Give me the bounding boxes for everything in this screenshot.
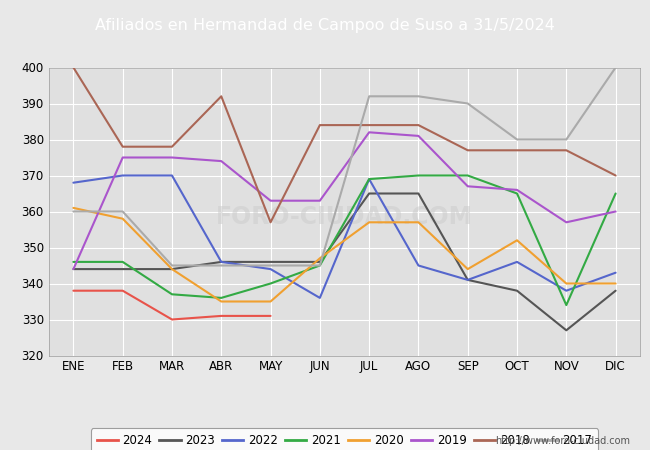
Legend: 2024, 2023, 2022, 2021, 2020, 2019, 2018, 2017: 2024, 2023, 2022, 2021, 2020, 2019, 2018…	[90, 428, 599, 450]
Text: http://www.foro-ciudad.com: http://www.foro-ciudad.com	[495, 436, 630, 446]
Text: Afiliados en Hermandad de Campoo de Suso a 31/5/2024: Afiliados en Hermandad de Campoo de Suso…	[95, 18, 555, 33]
Text: FORO-CIUDAD.COM: FORO-CIUDAD.COM	[216, 205, 473, 229]
